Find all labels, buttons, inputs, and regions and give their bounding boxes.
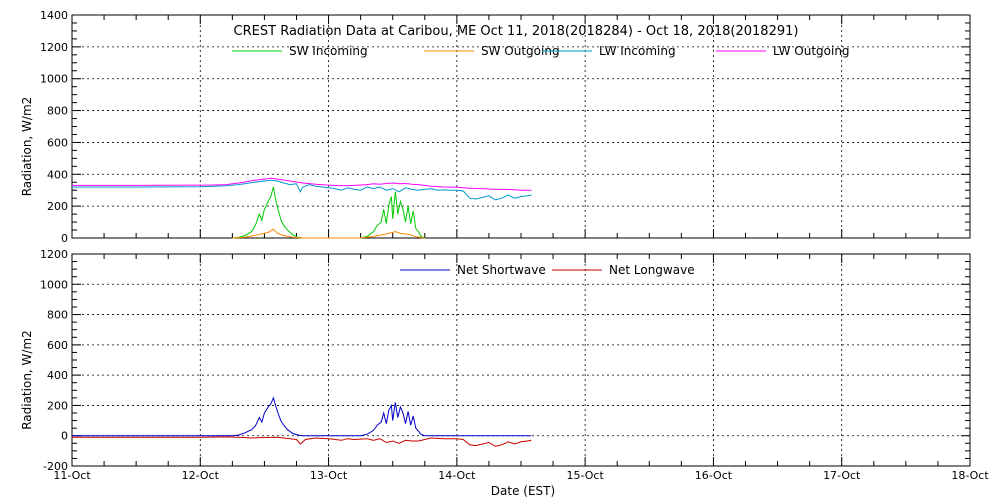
legend-label-2: SW Outgoing	[481, 44, 560, 58]
chart-panel-1: 0 200 400 600 800 1000 1200 1400 Radiation, W/m2…	[20, 9, 971, 245]
y-tick-label: 200	[47, 399, 68, 412]
y-tick-label: 400	[47, 369, 68, 382]
chart-title: CREST Radiation Data at Caribou, ME Oct …	[234, 24, 799, 39]
x-tick-label: 15-Oct	[566, 469, 604, 482]
x-tick-label: 12-Oct	[182, 469, 220, 482]
legend-label-1: Net Shortwave	[457, 263, 546, 277]
x-axis-label: Date (EST)	[491, 484, 555, 498]
y-axis-label: Radiation, W/m2	[20, 330, 34, 430]
series-line-sw-outgoing	[232, 228, 425, 239]
y-tick-label: -200	[43, 460, 68, 473]
series-line-lw-outgoing	[72, 177, 532, 191]
y-tick-label: 1200	[40, 41, 68, 54]
chart-panel-2: -200 0 200 400 600 800 1000 1200 Radiation, W/m2…	[20, 248, 971, 473]
y-tick-label: 800	[47, 309, 68, 322]
y-tick-label: 400	[47, 168, 68, 181]
series-line-net-longwave	[72, 436, 532, 447]
y-tick-label: 200	[47, 200, 68, 213]
y-tick-label: 1400	[40, 9, 68, 22]
legend-label-2: Net Longwave	[609, 263, 695, 277]
x-tick-label: 11-Oct	[53, 469, 91, 482]
plot-frame	[71, 14, 971, 239]
x-tick-label: 13-Oct	[310, 469, 348, 482]
legend-label-1: SW Incoming	[289, 44, 368, 58]
y-tick-label: 600	[47, 339, 68, 352]
legend-label-4: LW Outgoing	[773, 44, 850, 58]
series-line-lw-incoming	[72, 179, 532, 201]
x-tick-label: 16-Oct	[695, 469, 733, 482]
y-tick-label: 1000	[40, 278, 68, 291]
x-tick-label: 17-Oct	[823, 469, 861, 482]
y-tick-label: 600	[47, 136, 68, 149]
y-tick-label: 1000	[40, 73, 68, 86]
y-tick-label: 0	[61, 232, 68, 245]
series-line-sw-incoming	[232, 186, 425, 239]
legend-label-3: LW Incoming	[599, 44, 676, 58]
plot-frame	[71, 253, 971, 467]
y-axis-label: Radiation, W/m2	[20, 97, 34, 197]
x-tick-label: 14-Oct	[438, 469, 476, 482]
y-tick-label: 1200	[40, 248, 68, 261]
series-line-net-shortwave	[72, 396, 532, 437]
y-tick-label: 800	[47, 105, 68, 118]
x-tick-label: 18-Oct	[951, 469, 989, 482]
y-tick-label: 0	[61, 430, 68, 443]
